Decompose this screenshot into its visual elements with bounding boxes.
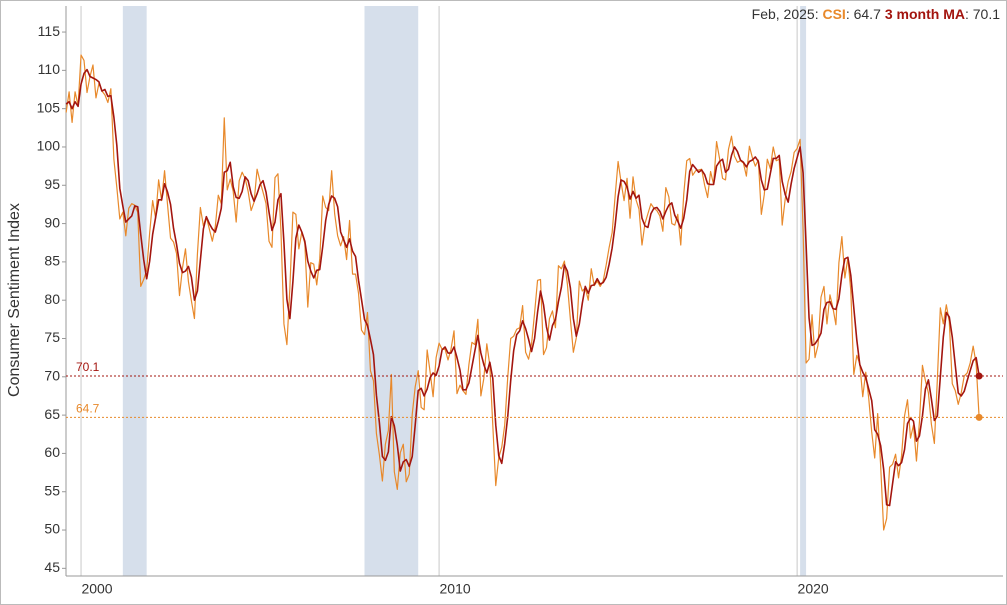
- y-tick-label: 95: [44, 176, 60, 192]
- shading-layer: [122, 6, 807, 576]
- labels-layer: 2000 2010 2020 45 50 55 60 65 70 75 80 85 90 95 100 105…: [37, 23, 829, 597]
- recession-band: [122, 6, 147, 576]
- y-tick-label: 60: [44, 444, 60, 460]
- y-tick-label: 110: [38, 61, 61, 77]
- end-dot: [975, 413, 983, 421]
- x-tick-label: 2010: [440, 581, 471, 597]
- readout: Feb, 2025: CSI: 64.7 3 month MA: 70.1: [752, 6, 1001, 22]
- readout-value: 64.7: [854, 6, 881, 22]
- series-line: [65, 54, 980, 531]
- y-tick-label: 75: [44, 329, 60, 345]
- x-tick-label: 2020: [798, 581, 829, 597]
- separator: :: [815, 6, 823, 22]
- y-tick-label: 105: [37, 99, 61, 115]
- x-tick-label: 2000: [81, 581, 112, 597]
- grid-layer: [62, 6, 1003, 577]
- readout-series-name: 3 month MA: [885, 6, 965, 22]
- y-tick-label: 115: [38, 23, 61, 39]
- y-axis-title: Consumer Sentiment Index: [6, 203, 23, 397]
- y-tick-label: 45: [44, 559, 60, 575]
- y-tick-label: 85: [44, 253, 60, 269]
- y-tick-label: 80: [44, 291, 60, 307]
- separator: :: [846, 6, 854, 22]
- end-dot: [975, 372, 983, 380]
- recession-band: [800, 6, 807, 576]
- y-tick-label: 65: [44, 406, 60, 422]
- reference-label: 70.1: [76, 360, 100, 374]
- y-tick-label: 90: [44, 214, 60, 230]
- recession-band: [364, 6, 419, 576]
- y-tick-label: 100: [37, 138, 61, 154]
- y-tick-label: 55: [44, 482, 60, 498]
- y-tick-label: 70: [44, 368, 60, 384]
- readout-value: 70.1: [973, 6, 1000, 22]
- readout-date: Feb, 2025: [752, 6, 815, 22]
- readout-series-name: CSI: [822, 6, 845, 22]
- separator: :: [965, 6, 973, 22]
- y-tick-label: 50: [44, 521, 60, 537]
- reference-label: 64.7: [76, 402, 100, 416]
- series-line: [65, 68, 980, 507]
- lines-layer: [65, 54, 1003, 531]
